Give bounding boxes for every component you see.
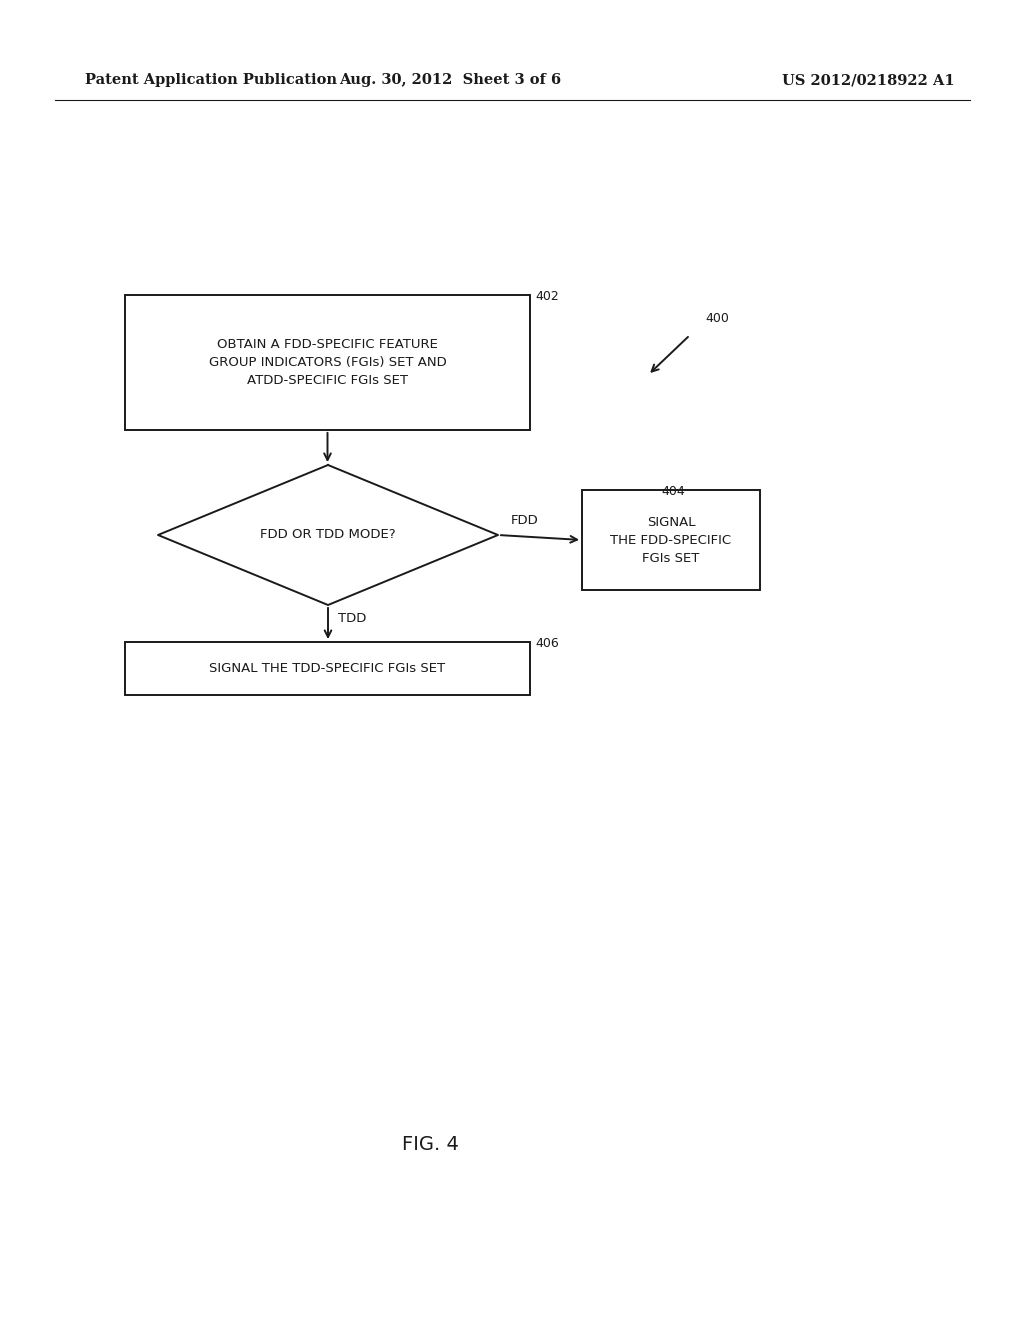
Text: 404: 404 — [662, 484, 685, 498]
Bar — [125, 642, 530, 696]
Text: FDD OR TDD MODE?: FDD OR TDD MODE? — [260, 528, 396, 541]
Text: TDD: TDD — [338, 612, 367, 624]
Text: 406: 406 — [535, 638, 559, 649]
Text: SIGNAL THE TDD-SPECIFIC FGIs SET: SIGNAL THE TDD-SPECIFIC FGIs SET — [210, 663, 445, 675]
Text: 400: 400 — [705, 312, 729, 325]
Text: Patent Application Publication: Patent Application Publication — [85, 73, 337, 87]
Text: US 2012/0218922 A1: US 2012/0218922 A1 — [782, 73, 955, 87]
Bar — [125, 294, 530, 430]
Text: FDD: FDD — [511, 513, 539, 527]
Text: SIGNAL
THE FDD-SPECIFIC
FGIs SET: SIGNAL THE FDD-SPECIFIC FGIs SET — [610, 516, 731, 565]
Text: Aug. 30, 2012  Sheet 3 of 6: Aug. 30, 2012 Sheet 3 of 6 — [339, 73, 561, 87]
Bar — [582, 490, 760, 590]
Text: 402: 402 — [535, 290, 559, 304]
Text: FIG. 4: FIG. 4 — [401, 1135, 459, 1155]
Text: OBTAIN A FDD-SPECIFIC FEATURE
GROUP INDICATORS (FGIs) SET AND
ATDD-SPECIFIC FGIs: OBTAIN A FDD-SPECIFIC FEATURE GROUP INDI… — [209, 338, 446, 387]
